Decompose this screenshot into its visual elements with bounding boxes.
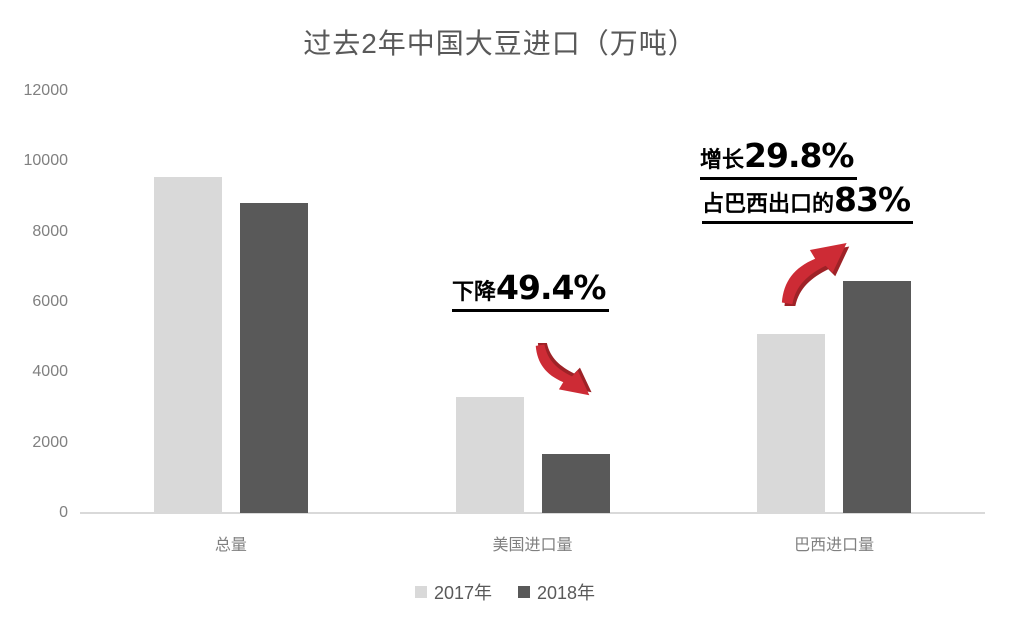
decline-arrow-icon: [535, 343, 592, 396]
category-label: 总量: [214, 537, 247, 554]
y-tick-label: 12000: [23, 82, 69, 99]
bar-2018年-美国进口量: [541, 454, 610, 513]
bar-2018年-巴西进口量: [843, 280, 912, 513]
chart-title: 过去2年中国大豆进口（万吨）: [303, 28, 697, 59]
y-tick-label: 8000: [32, 222, 68, 240]
category-label: 巴西进口量: [794, 537, 875, 554]
y-tick-label: 10000: [23, 152, 69, 170]
y-tick-label: 6000: [32, 293, 68, 310]
legend-item: 2018年: [518, 579, 595, 605]
bar-2017年-总量: [153, 177, 222, 513]
annotation-brazil-share-prefix: 占巴西出口的: [702, 191, 835, 216]
growth-arrow-icon: [781, 243, 850, 306]
bar-2017年-巴西进口量: [757, 333, 826, 513]
bar-2017年-美国进口量: [455, 397, 524, 513]
annotation-us-decline: 下降49.4%: [452, 268, 609, 312]
legend-label: 2017年: [433, 583, 492, 603]
legend-item: 2017年: [414, 579, 492, 605]
y-tick-label: 4000: [32, 363, 68, 381]
legend-swatch-icon: [414, 586, 427, 598]
annotation-us-prefix: 下降: [452, 279, 497, 304]
legend-swatch-icon: [518, 586, 530, 598]
x-axis-line: [80, 512, 985, 514]
annotation-us-value: 49.4%: [496, 268, 606, 307]
legend: 2017年 2018年: [0, 579, 1010, 605]
category-label: 美国进口量: [492, 537, 573, 554]
bar-2018年-总量: [239, 203, 308, 513]
annotation-brazil-share-value: 83%: [834, 180, 911, 219]
annotation-brazil-share: 占巴西出口的83%: [702, 180, 914, 224]
annotation-brazil-growth-prefix: 增长: [700, 147, 745, 172]
legend-label: 2018年: [537, 583, 596, 603]
annotation-brazil-growth-value: 29.8%: [744, 136, 854, 175]
y-tick-label: 2000: [32, 433, 68, 451]
y-tick-label: 0: [59, 504, 68, 521]
annotation-brazil-growth: 增长29.8%: [700, 136, 857, 180]
